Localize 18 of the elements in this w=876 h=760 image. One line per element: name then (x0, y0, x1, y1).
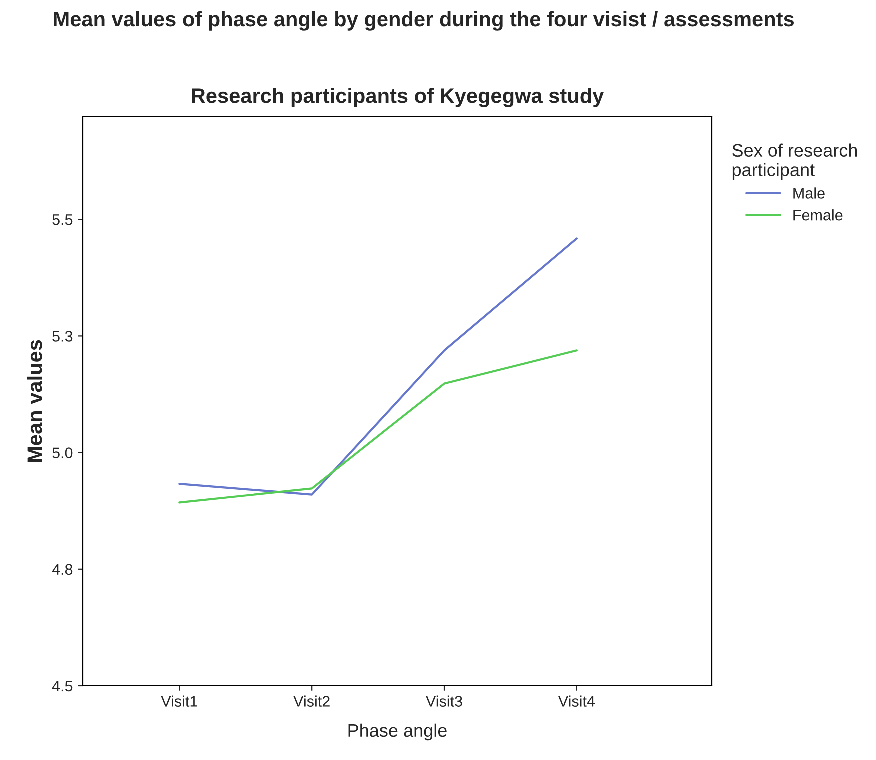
chart-title: Mean values of phase angle by gender during the four visist / assessments (54, 11, 794, 31)
legend-label: Male (794, 188, 825, 199)
x-tick-label: Visit3 (426, 696, 462, 707)
line-series (178, 350, 578, 504)
y-axis-title: Mean values (27, 340, 42, 462)
line-series (178, 238, 578, 496)
y-tick-label: 5.3 (52, 331, 73, 342)
y-tick-label: 5.0 (52, 448, 73, 458)
legend-title: Sex of research participant (732, 144, 858, 180)
x-tick-label: Visit2 (294, 696, 330, 707)
x-tick-label: Visit1 (161, 696, 198, 707)
chart-subtitle: Research participants of Kyegegwa study (192, 88, 604, 108)
y-tick-label: 5.5 (52, 214, 73, 226)
y-tick-label: 4.5 (52, 681, 73, 692)
x-tick-label: Visit4 (558, 696, 596, 707)
y-tick-label: 4.8 (52, 564, 73, 576)
x-axis-title: Phase angle (348, 724, 447, 741)
legend-label: Female (794, 210, 843, 221)
